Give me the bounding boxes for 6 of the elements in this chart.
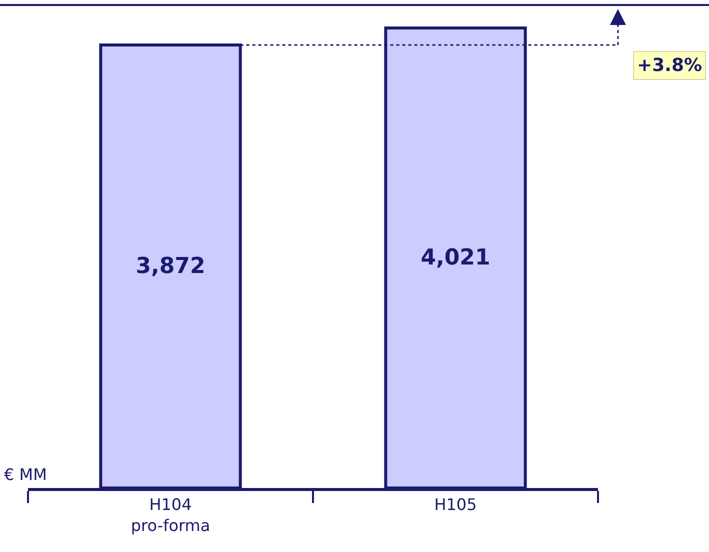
x-tick-label: H105	[434, 495, 477, 514]
data-label: 3,872	[136, 254, 206, 280]
x-tick-label: H104 pro-forma	[130, 495, 210, 535]
text: +3.8%	[637, 55, 702, 76]
text: € MM	[4, 465, 47, 484]
data-label: 4,021	[420, 246, 490, 270]
